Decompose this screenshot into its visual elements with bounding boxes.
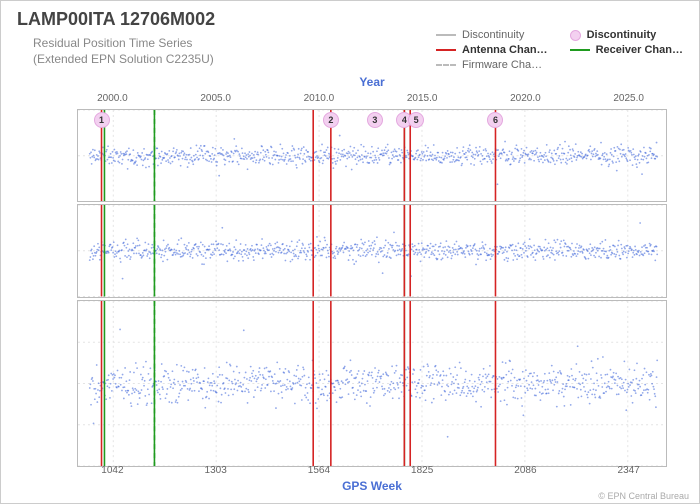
- legend-label: Antenna Chan…: [462, 44, 548, 56]
- legend: Discontinuity Discontinuity Antenna Chan… R…: [436, 29, 683, 71]
- axis-tick: 2010.0: [304, 93, 335, 104]
- discontinuity-badge: 1: [94, 112, 110, 128]
- page-subtitle: Residual Position Time Series (Extended …: [33, 35, 214, 67]
- axis-tick: 2086: [514, 465, 536, 476]
- chart-panel: Up[mm]-20-1001020: [77, 300, 667, 467]
- subtitle-line-1: Residual Position Time Series: [33, 36, 192, 50]
- legend-swatch-dot: [570, 30, 581, 41]
- legend-item: Receiver Chan…: [570, 44, 683, 56]
- top-axis-ticks: 2000.0 2005.0 2010.0 2015.0 2020.0 2025.0: [77, 93, 667, 107]
- bottom-axis-ticks: 1042 1303 1564 1825 2086 2347: [77, 465, 667, 479]
- legend-label: Discontinuity: [462, 29, 524, 41]
- axis-tick: 2000.0: [97, 93, 128, 104]
- page-title: LAMP00ITA 12706M002: [17, 9, 215, 30]
- legend-label: Firmware Cha…: [462, 59, 542, 71]
- legend-swatch-line: [436, 49, 456, 51]
- chart-frame: LAMP00ITA 12706M002 Residual Position Ti…: [0, 0, 700, 504]
- top-axis-label: Year: [77, 75, 667, 89]
- axis-tick: 2025.0: [613, 93, 644, 104]
- axis-tick: 1825: [411, 465, 433, 476]
- axis-tick: 1042: [101, 465, 123, 476]
- discontinuity-badge: 5: [408, 112, 424, 128]
- legend-swatch-line: [570, 49, 590, 51]
- chart-panel: East[mm]-10010: [77, 204, 667, 297]
- discontinuity-badge: 2: [323, 112, 339, 128]
- axis-tick: 2347: [618, 465, 640, 476]
- legend-item: Firmware Cha…: [436, 59, 548, 71]
- plot-svg: [78, 301, 666, 466]
- chart-panels: North[mm]-10010123456East[mm]-10010Up[mm…: [77, 109, 667, 467]
- chart-panel: North[mm]-10010123456: [77, 109, 667, 202]
- axis-tick: 2015.0: [407, 93, 438, 104]
- legend-label: Discontinuity: [587, 29, 657, 41]
- legend-item: Discontinuity: [570, 29, 683, 41]
- axis-tick: 1564: [308, 465, 330, 476]
- subtitle-line-2: (Extended EPN Solution C2235U): [33, 52, 214, 66]
- discontinuity-badge: 6: [487, 112, 503, 128]
- legend-item: Antenna Chan…: [436, 44, 548, 56]
- legend-label: Receiver Chan…: [596, 44, 683, 56]
- axis-tick: 2005.0: [200, 93, 231, 104]
- footer-credit: © EPN Central Bureau: [598, 491, 689, 501]
- plot-svg: [78, 205, 666, 296]
- bottom-axis-label: GPS Week: [77, 479, 667, 493]
- axis-tick: 1303: [205, 465, 227, 476]
- legend-swatch-line: [436, 34, 456, 36]
- legend-item: Discontinuity: [436, 29, 548, 41]
- discontinuity-badge: 3: [367, 112, 383, 128]
- axis-tick: 2020.0: [510, 93, 541, 104]
- legend-swatch-line: [436, 64, 456, 66]
